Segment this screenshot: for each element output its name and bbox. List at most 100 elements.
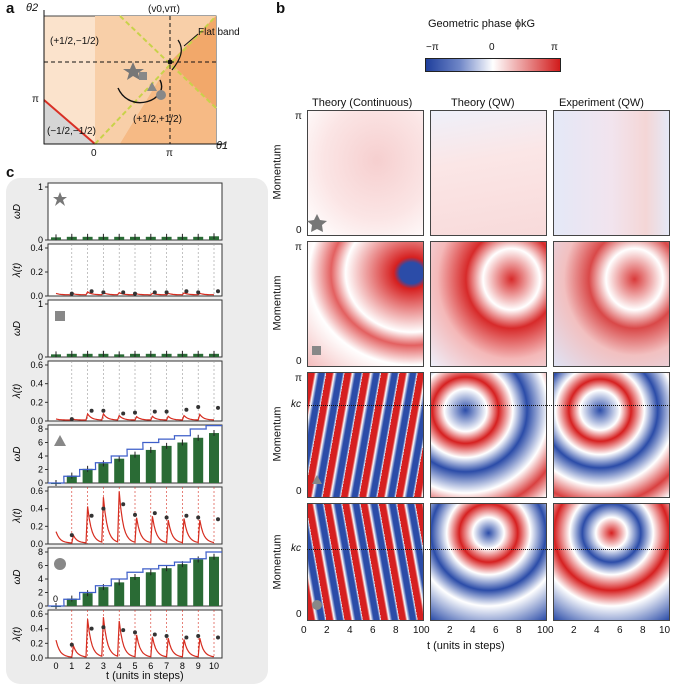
star-marker bbox=[123, 62, 144, 80]
c-ylabel-0: ωD bbox=[12, 204, 23, 219]
col-title-experiment: Experiment (QW) bbox=[559, 97, 644, 109]
a-ytick-pi: π bbox=[32, 94, 39, 105]
heatmap-r2-qw bbox=[430, 241, 547, 367]
c-xtick-1: 1 bbox=[69, 661, 74, 671]
c-ytick-label-6-2: 4 bbox=[38, 574, 43, 584]
c-ylabel-5: λ(t) bbox=[12, 508, 23, 523]
c-bar-4-9 bbox=[193, 437, 204, 483]
c-ytick-label-6-1: 2 bbox=[38, 588, 43, 598]
b-xtick-c1-2: 2 bbox=[324, 625, 330, 636]
c-point-3-7 bbox=[184, 407, 189, 412]
c-ytick-label-5-2: 0.4 bbox=[30, 504, 43, 514]
colorbar-tick-0: 0 bbox=[489, 42, 495, 53]
c-bar-4-2 bbox=[82, 468, 93, 483]
b-xtick-c3-10: 10 bbox=[659, 625, 671, 636]
c-point-5-7 bbox=[184, 513, 189, 518]
b-ytick-pi-r1: π bbox=[295, 111, 302, 122]
region-bottom-left-label: (−1/2,−1/2) bbox=[47, 126, 96, 137]
heatmap-r1-qw bbox=[430, 110, 547, 236]
c-point-7-4 bbox=[133, 630, 137, 635]
b-xtick-c1-0: 0 bbox=[301, 625, 307, 636]
c-axes-0 bbox=[47, 182, 223, 241]
c-ytick-label-4-4: 8 bbox=[38, 424, 43, 434]
c-xtick-8: 8 bbox=[180, 661, 185, 671]
c-ytick-label-7-1: 0.2 bbox=[30, 638, 43, 648]
c-point-1-9 bbox=[216, 289, 220, 294]
c-point-7-7 bbox=[184, 635, 189, 640]
c-bar-4-6 bbox=[145, 449, 156, 483]
c-point-7-6 bbox=[164, 634, 169, 638]
triangle-marker bbox=[147, 82, 157, 91]
heatmap-r3-continuous bbox=[307, 372, 424, 498]
b-xtick-c1-4: 4 bbox=[347, 625, 353, 636]
heatmap-r1-experiment bbox=[553, 110, 670, 236]
c-point-3-2 bbox=[101, 408, 106, 413]
c-ylabel-3: λ(t) bbox=[12, 384, 23, 399]
b-xtick-c3-2: 2 bbox=[571, 625, 577, 636]
b-xtick-c2-6: 6 bbox=[493, 625, 499, 636]
c-bar-6-7 bbox=[161, 568, 172, 606]
theta1-label: θ1 bbox=[216, 140, 229, 152]
c-ylabel-1: λ(t) bbox=[12, 263, 23, 278]
heatmap-r4-experiment bbox=[553, 503, 670, 621]
col-title-continuous: Theory (Continuous) bbox=[312, 97, 413, 109]
c-bar-6-8 bbox=[177, 564, 188, 606]
c-ytick-label-4-0: 0 bbox=[38, 478, 43, 488]
b-xtick-c2-0: 0 bbox=[424, 625, 430, 636]
c-ylabel-7: λ(t) bbox=[12, 627, 23, 642]
c-marker-square bbox=[55, 311, 65, 321]
panel-label-a: a bbox=[6, 0, 15, 17]
c-marker-circle bbox=[54, 558, 66, 570]
c-ytick-label-4-2: 4 bbox=[38, 451, 43, 461]
heatmap-r3-experiment bbox=[553, 372, 670, 498]
c-zero-label: 0 bbox=[53, 594, 58, 604]
circle-marker bbox=[156, 90, 166, 100]
c-point-5-1 bbox=[89, 513, 94, 518]
c-point-5-5 bbox=[152, 511, 157, 516]
c-step-line-4 bbox=[48, 425, 222, 484]
c-marker-star bbox=[53, 192, 67, 206]
b-ytick-0-r1: 0 bbox=[296, 225, 302, 236]
colorbar-tick-neg-pi: −π bbox=[426, 42, 439, 53]
c-point-1-8 bbox=[196, 290, 201, 295]
c-ylabel-2: ωD bbox=[12, 321, 23, 336]
c-point-3-8 bbox=[196, 405, 201, 409]
b-xtick-c2-8: 8 bbox=[516, 625, 522, 636]
b-xtick-c3-8: 8 bbox=[640, 625, 646, 636]
colorbar bbox=[425, 58, 561, 72]
flat-band-label: Flat band bbox=[198, 27, 240, 38]
c-point-5-6 bbox=[164, 515, 169, 520]
c-bar-4-1 bbox=[66, 475, 77, 483]
c-point-5-4 bbox=[133, 512, 137, 517]
c-curve-7 bbox=[55, 617, 215, 658]
c-bar-6-5 bbox=[130, 576, 140, 606]
c-point-3-3 bbox=[121, 411, 126, 416]
c-xtick-5: 5 bbox=[132, 661, 137, 671]
c-bar-4-4 bbox=[114, 458, 125, 483]
c-marker-triangle bbox=[54, 435, 66, 446]
c-bar-6-4 bbox=[114, 582, 125, 606]
heatmap-r4-continuous bbox=[307, 503, 424, 621]
b-xtick-c1-10: 10 bbox=[413, 625, 425, 636]
col-title-qw: Theory (QW) bbox=[451, 97, 515, 109]
c-ytick-label-2-0: 0 bbox=[38, 352, 43, 362]
b-ytick-kc-r4: kc bbox=[291, 543, 301, 554]
c-point-3-6 bbox=[164, 409, 169, 414]
c-point-1-2 bbox=[101, 290, 106, 295]
c-point-1-4 bbox=[133, 291, 137, 296]
c-ylabel-4: ωD bbox=[12, 446, 23, 461]
c-point-5-8 bbox=[196, 515, 201, 520]
c-xtick-7: 7 bbox=[164, 661, 169, 671]
c-bar-4-3 bbox=[98, 463, 109, 483]
c-ytick-label-7-3: 0.6 bbox=[30, 609, 43, 619]
c-point-5-9 bbox=[216, 517, 220, 522]
c-ytick-label-6-4: 8 bbox=[38, 547, 43, 557]
c-point-3-0 bbox=[69, 417, 74, 422]
a-xtick-pi: π bbox=[166, 148, 173, 159]
c-point-1-0 bbox=[69, 291, 74, 296]
b-xtick-c2-2: 2 bbox=[447, 625, 453, 636]
red-boundary bbox=[43, 99, 96, 145]
c-point-7-5 bbox=[152, 632, 157, 637]
corner-label: (v0,vπ) bbox=[148, 4, 180, 15]
b-ytick-0-r2: 0 bbox=[296, 356, 302, 367]
